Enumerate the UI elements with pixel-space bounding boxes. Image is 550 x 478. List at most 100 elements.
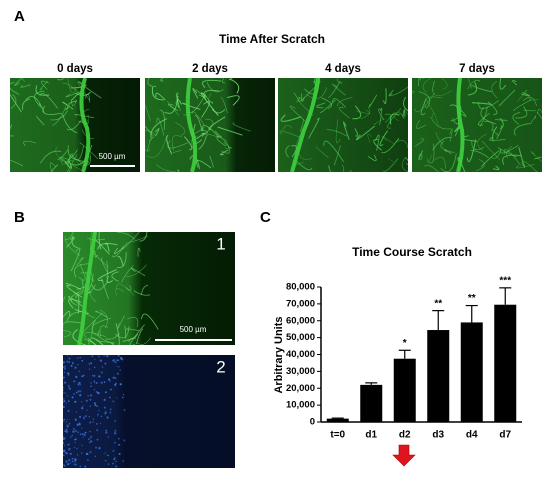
texture bbox=[84, 338, 97, 345]
texture bbox=[90, 382, 92, 384]
texture bbox=[160, 78, 164, 82]
texture bbox=[39, 80, 48, 91]
scale-bar-label: 500 µm bbox=[99, 152, 126, 161]
texture bbox=[85, 452, 89, 456]
bar bbox=[460, 322, 483, 422]
texture bbox=[25, 96, 45, 113]
texture bbox=[443, 149, 452, 155]
texture bbox=[316, 102, 326, 109]
texture bbox=[75, 375, 78, 379]
texture bbox=[67, 78, 77, 94]
texture bbox=[74, 114, 95, 119]
texture bbox=[104, 362, 107, 365]
texture bbox=[177, 169, 180, 172]
texture bbox=[167, 140, 188, 149]
texture bbox=[63, 389, 64, 392]
texture bbox=[84, 415, 87, 418]
texture bbox=[67, 374, 70, 376]
scale-bar-label: 500 µm bbox=[180, 325, 207, 334]
texture bbox=[90, 435, 93, 438]
texture bbox=[147, 78, 157, 87]
texture bbox=[280, 114, 302, 122]
texture bbox=[471, 84, 493, 93]
texture bbox=[456, 78, 465, 172]
texture bbox=[211, 108, 226, 114]
texture bbox=[285, 145, 290, 158]
texture bbox=[140, 284, 149, 296]
texture bbox=[498, 89, 516, 107]
texture bbox=[79, 356, 81, 359]
significance-label: ** bbox=[468, 293, 476, 304]
texture bbox=[96, 438, 99, 441]
texture bbox=[382, 158, 399, 172]
texture bbox=[55, 146, 65, 163]
texture bbox=[381, 137, 400, 154]
texture bbox=[70, 364, 73, 367]
texture bbox=[416, 119, 426, 129]
texture bbox=[67, 372, 70, 375]
texture bbox=[75, 430, 77, 432]
texture bbox=[529, 97, 539, 101]
texture bbox=[338, 107, 350, 119]
texture bbox=[90, 271, 94, 283]
texture bbox=[291, 145, 297, 158]
texture bbox=[521, 161, 538, 172]
texture bbox=[94, 358, 96, 361]
texture bbox=[70, 290, 82, 306]
texture bbox=[412, 91, 415, 95]
texture bbox=[80, 384, 82, 386]
texture bbox=[100, 371, 103, 374]
texture bbox=[89, 421, 92, 424]
texture bbox=[74, 400, 77, 404]
texture bbox=[63, 376, 65, 379]
texture bbox=[116, 372, 120, 375]
texture bbox=[441, 78, 448, 90]
texture bbox=[62, 101, 69, 111]
micrograph bbox=[63, 355, 235, 468]
texture bbox=[483, 121, 494, 132]
texture bbox=[352, 105, 362, 120]
x-tick-label: d7 bbox=[499, 430, 511, 441]
texture bbox=[76, 447, 78, 450]
texture bbox=[414, 138, 425, 147]
texture bbox=[114, 441, 116, 444]
texture bbox=[117, 232, 136, 240]
texture bbox=[115, 465, 118, 468]
texture bbox=[84, 332, 106, 338]
texture bbox=[471, 140, 485, 150]
y-tick-label: 30,000 bbox=[286, 366, 315, 377]
texture bbox=[331, 83, 346, 96]
texture bbox=[65, 421, 67, 423]
texture bbox=[466, 139, 477, 163]
texture bbox=[118, 443, 121, 446]
texture bbox=[116, 359, 118, 361]
texture bbox=[516, 89, 528, 102]
texture bbox=[418, 153, 423, 161]
texture bbox=[68, 361, 71, 363]
texture bbox=[521, 91, 531, 97]
texture bbox=[76, 257, 84, 266]
significance-label: * bbox=[403, 338, 407, 349]
texture bbox=[116, 283, 135, 296]
texture bbox=[95, 381, 98, 384]
texture bbox=[342, 121, 350, 140]
texture bbox=[430, 116, 452, 130]
texture bbox=[103, 406, 106, 409]
texture bbox=[98, 447, 101, 450]
texture bbox=[91, 319, 99, 337]
texture bbox=[79, 394, 82, 397]
texture bbox=[65, 460, 68, 463]
texture bbox=[90, 395, 92, 397]
texture bbox=[424, 164, 440, 172]
texture bbox=[99, 422, 102, 425]
texture bbox=[73, 446, 76, 449]
texture bbox=[383, 88, 387, 104]
texture bbox=[113, 247, 124, 255]
texture bbox=[222, 78, 225, 84]
texture bbox=[342, 164, 345, 172]
texture bbox=[91, 374, 94, 377]
texture bbox=[418, 91, 431, 109]
texture bbox=[333, 145, 341, 166]
texture bbox=[118, 366, 120, 368]
texture bbox=[306, 87, 328, 100]
